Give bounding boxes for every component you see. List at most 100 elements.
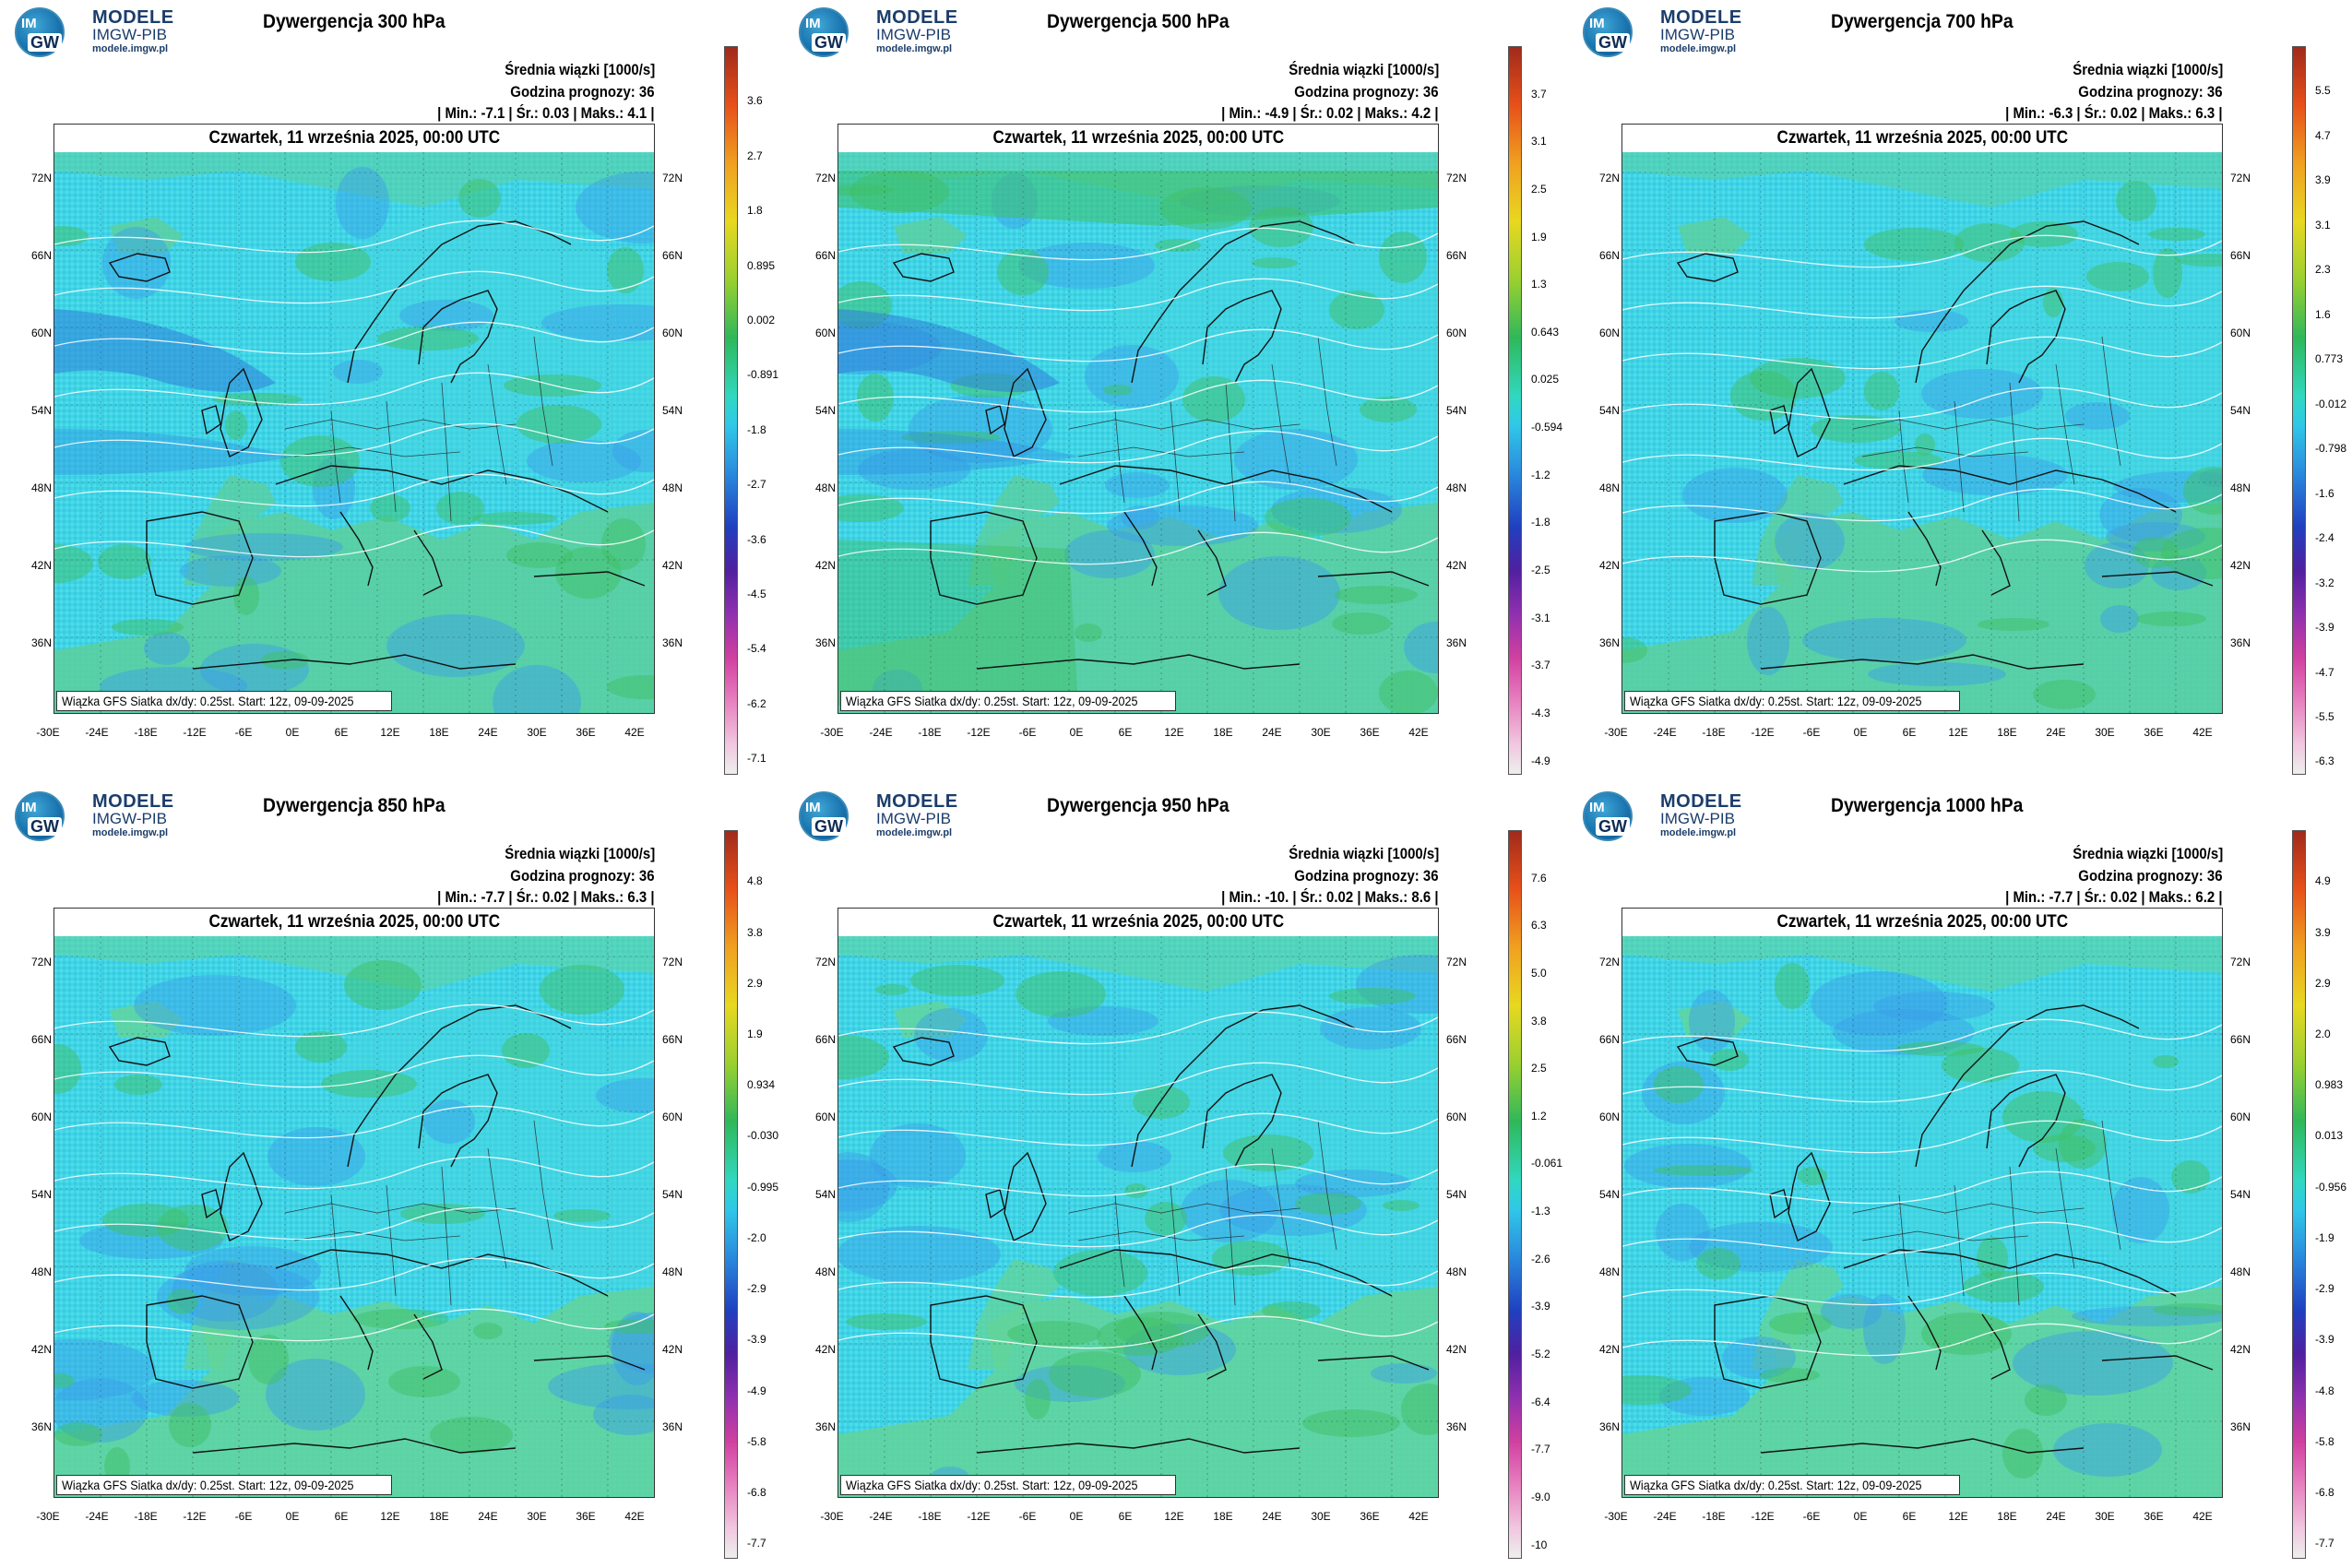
lat-label-right: 54N	[662, 1188, 683, 1201]
colorbar-tick-label: 3.8	[1531, 1014, 1547, 1028]
lon-label: 6E	[1118, 726, 1133, 739]
ensemble-mean-label: Średnia wiązki [1000/s]	[505, 61, 655, 78]
lat-label-left: 66N	[814, 1033, 836, 1046]
lon-label: -6E	[234, 1510, 253, 1523]
valid-date-bar: Czwartek, 11 września 2025, 00:00 UTC	[838, 909, 1438, 937]
lon-label: -18E	[918, 726, 942, 739]
colorbar-tick-label: -5.8	[2315, 1434, 2334, 1448]
colorbar-tick-label: -0.891	[747, 368, 779, 382]
logo-mark-bottom: GW	[1596, 817, 1630, 836]
lat-label-left: 48N	[814, 481, 836, 494]
colorbar-tick-label: -7.1	[747, 752, 766, 766]
valid-date-bar: Czwartek, 11 września 2025, 00:00 UTC	[54, 909, 654, 937]
colorbar-tick-label: 4.8	[747, 874, 763, 888]
map-panel: IM GW MODELE IMGW-PIB modele.imgw.pl Dywergen…	[1577, 0, 2352, 784]
valid-date: Czwartek, 11 września 2025, 00:00 UTC	[1776, 912, 2068, 932]
colorbar-tick-label: 2.7	[747, 148, 763, 162]
lat-label-right: 54N	[2230, 404, 2251, 417]
lat-label-left: 54N	[814, 404, 836, 417]
lon-label: 42E	[2192, 726, 2213, 739]
lat-label-left: 72N	[30, 172, 52, 184]
colorbar-tick-label: -6.8	[747, 1486, 766, 1500]
colorbar-labels: 5.5 4.7 3.9 3.1 2.3 1.6 0.773 -0.012 -0.798 -1.6 -…	[2315, 46, 2352, 775]
lon-label: 30E	[527, 1510, 547, 1523]
colorbar	[724, 830, 738, 1559]
lat-label-right: 60N	[1446, 327, 1467, 339]
map-title: Dywergencja 300 hPa	[263, 11, 445, 32]
colorbar-tick-label: -2.9	[747, 1282, 766, 1296]
map-frame: Czwartek, 11 września 2025, 00:00 UTC Wią…	[53, 908, 655, 1498]
colorbar-tick-label: 1.8	[747, 204, 763, 218]
lat-label-right: 60N	[662, 327, 683, 339]
lat-label-left: 48N	[30, 1265, 52, 1278]
lon-label: 24E	[1262, 726, 1282, 739]
lat-label-right: 36N	[1446, 636, 1467, 649]
lat-label-left: 36N	[814, 1420, 836, 1433]
lon-label: -18E	[1702, 726, 1726, 739]
lon-label: 12E	[1948, 1510, 1968, 1523]
lat-label-left: 36N	[814, 636, 836, 649]
lon-label: -12E	[1751, 726, 1775, 739]
lat-label-left: 66N	[1598, 1033, 1620, 1046]
map-title: Dywergencja 850 hPa	[263, 795, 445, 816]
colorbar-tick-label: 0.002	[747, 313, 776, 327]
model-info-footer: Wiązka GFS Siatka dx/dy: 0.25st. Start: …	[1624, 691, 1960, 711]
colorbar-tick-label: 3.9	[2315, 925, 2331, 939]
logo-line1: MODELE	[1660, 7, 1742, 28]
lat-label-left: 48N	[1598, 481, 1620, 494]
lat-label-left: 36N	[30, 1420, 52, 1433]
forecast-hour-label: Godzina prognozy: 36	[2078, 83, 2223, 101]
lat-label-right: 48N	[2230, 481, 2251, 494]
map-area	[838, 152, 1438, 713]
colorbar-labels: 7.6 6.3 5.0 3.8 2.5 1.2 -0.061 -1.3 -2.6 -3.9 -5.2…	[1531, 830, 1577, 1559]
logo-line1: MODELE	[92, 791, 174, 812]
colorbar-tick-label: -0.798	[2315, 442, 2347, 456]
colorbar-tick-label: 1.9	[747, 1027, 763, 1040]
colorbar-tick-label: -0.956	[2315, 1180, 2347, 1194]
lon-label: 36E	[576, 726, 596, 739]
lon-label: 42E	[1408, 1510, 1429, 1523]
colorbar-tick-label: -4.9	[747, 1384, 766, 1397]
divergence-map	[54, 936, 654, 1497]
forecast-hour-label: Godzina prognozy: 36	[2078, 867, 2223, 885]
colorbar-tick-label: -2.6	[1531, 1252, 1550, 1265]
lat-label-right: 36N	[662, 1420, 683, 1433]
lat-label-left: 72N	[1598, 172, 1620, 184]
lon-label: -24E	[1653, 726, 1677, 739]
imgw-logo-mark-icon: IM GW	[1583, 791, 1633, 841]
map-area	[54, 936, 654, 1497]
lat-label-right: 72N	[2230, 956, 2251, 968]
model-info-text: Wiązka GFS Siatka dx/dy: 0.25st. Start: …	[1630, 1478, 1922, 1492]
valid-date-bar: Czwartek, 11 września 2025, 00:00 UTC	[54, 125, 654, 153]
logo-line2: IMGW-PIB	[92, 810, 167, 827]
lon-label: 12E	[1164, 726, 1184, 739]
colorbar-tick-label: -2.7	[747, 478, 766, 492]
colorbar-labels: 4.8 3.8 2.9 1.9 0.934 -0.030 -0.995 -2.0 -2.9 -3.…	[747, 830, 793, 1559]
lon-label: -6E	[1018, 1510, 1037, 1523]
lon-label: 6E	[1118, 1510, 1133, 1523]
colorbar-tick-label: 2.5	[1531, 1062, 1547, 1075]
logo-line1: MODELE	[876, 7, 958, 28]
lat-label-left: 36N	[30, 636, 52, 649]
map-area	[1622, 152, 2222, 713]
lon-label: 18E	[1997, 1510, 2017, 1523]
map-area	[838, 936, 1438, 1497]
lat-label-left: 60N	[30, 327, 52, 339]
lon-label: 0E	[1069, 726, 1084, 739]
forecast-hour-label: Godzina prognozy: 36	[510, 867, 655, 885]
imgw-logo: IM GW MODELE IMGW-PIB modele.imgw.pl	[15, 790, 190, 841]
ensemble-mean-label: Średnia wiązki [1000/s]	[1289, 845, 1439, 862]
colorbar-labels: 3.6 2.7 1.8 0.895 0.002 -0.891 -1.8 -2.7 -3.6 -4.…	[747, 46, 793, 775]
lon-label: 42E	[2192, 1510, 2213, 1523]
lon-label: 30E	[527, 726, 547, 739]
lat-label-right: 66N	[662, 1033, 683, 1046]
lon-label: 24E	[1262, 1510, 1282, 1523]
forecast-hour-label: Godzina prognozy: 36	[510, 83, 655, 101]
lat-label-left: 66N	[30, 249, 52, 262]
lon-label: 12E	[380, 726, 400, 739]
map-frame: Czwartek, 11 września 2025, 00:00 UTC Wią…	[837, 124, 1439, 714]
colorbar	[1508, 830, 1522, 1559]
lat-label-left: 48N	[814, 1265, 836, 1278]
stats-line: | Min.: -7.7 | Śr.: 0.02 | Maks.: 6.3 |	[437, 888, 655, 906]
lon-label: 36E	[576, 1510, 596, 1523]
